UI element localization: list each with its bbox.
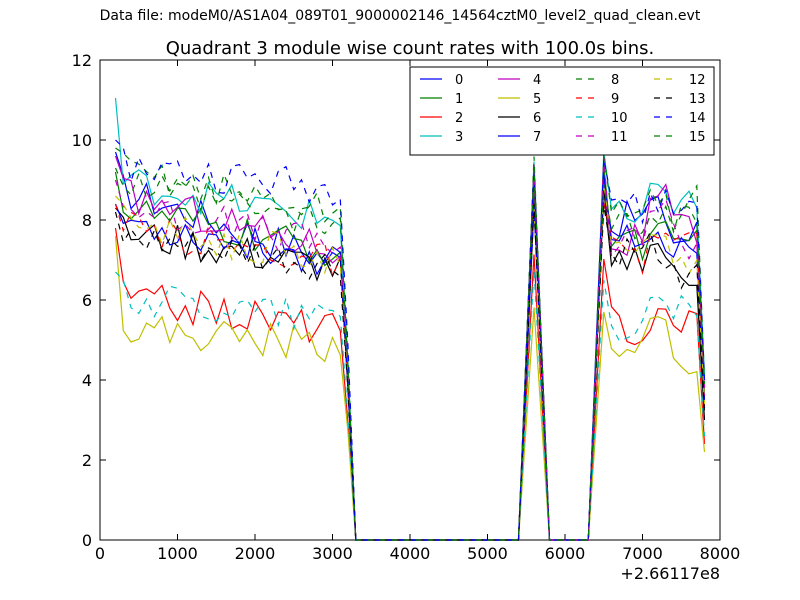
legend-label-15: 15: [689, 130, 706, 145]
x-offset-label: +2.66117e8: [620, 564, 720, 583]
x-tick-label: 8000: [700, 544, 741, 563]
legend-label-7: 7: [533, 130, 541, 145]
legend-label-9: 9: [611, 92, 619, 107]
series-line-12: [115, 183, 706, 541]
x-tick-label: 5000: [467, 544, 508, 563]
legend-label-13: 13: [689, 92, 706, 107]
x-tick-label: 1000: [157, 544, 198, 563]
legend-label-11: 11: [611, 130, 628, 145]
x-tick-label: 0: [95, 544, 105, 563]
legend-frame: [409, 66, 715, 156]
x-tick-label: 7000: [622, 544, 663, 563]
x-tick-label: 3000: [312, 544, 353, 563]
series-line-11: [114, 157, 706, 541]
series-line-15: [114, 167, 706, 541]
axis-layer: 0 1000 2000 3000 4000 5000 6000 7000 80000246810…: [72, 51, 741, 563]
data-file-supertitle: Data file: modeM0/AS1A04_089T01_90000021…: [99, 8, 701, 24]
legend-label-2: 2: [455, 111, 463, 126]
legend-label-5: 5: [533, 92, 541, 107]
legend-label-12: 12: [689, 73, 706, 88]
y-tick-label: 4: [82, 371, 92, 390]
legend-label-8: 8: [611, 73, 619, 88]
legend-label-14: 14: [689, 111, 706, 126]
series-layer: [114, 97, 706, 541]
y-tick-label: 0: [82, 531, 92, 550]
series-line-9: [114, 179, 706, 541]
series-line-10: [115, 270, 706, 541]
series-line-13: [114, 203, 706, 541]
series-line-8: [115, 147, 706, 541]
legend-label-1: 1: [455, 92, 463, 107]
series-line-0: [114, 151, 706, 541]
series-line-5: [114, 235, 706, 541]
y-tick-label: 6: [82, 291, 92, 310]
legend-label-6: 6: [533, 111, 541, 126]
series-line-4: [114, 155, 706, 541]
series-line-6: [115, 189, 706, 541]
legend-label-0: 0: [455, 73, 463, 88]
x-tick-label: 6000: [545, 544, 586, 563]
series-line-1: [114, 165, 706, 541]
y-tick-label: 2: [82, 451, 92, 470]
y-tick-label: 8: [82, 211, 92, 230]
legend-label-3: 3: [455, 130, 463, 145]
chart-title: Quadrant 3 module wise count rates with …: [166, 38, 655, 59]
legend-label-10: 10: [611, 111, 628, 126]
y-tick-label: 12: [72, 51, 92, 70]
y-tick-label: 10: [72, 131, 92, 150]
series-line-14: [115, 139, 706, 541]
legend-label-4: 4: [533, 73, 541, 88]
x-tick-label: 4000: [390, 544, 431, 563]
x-tick-label: 2000: [235, 544, 276, 563]
series-line-7: [114, 175, 706, 541]
series-line-3: [114, 97, 706, 541]
